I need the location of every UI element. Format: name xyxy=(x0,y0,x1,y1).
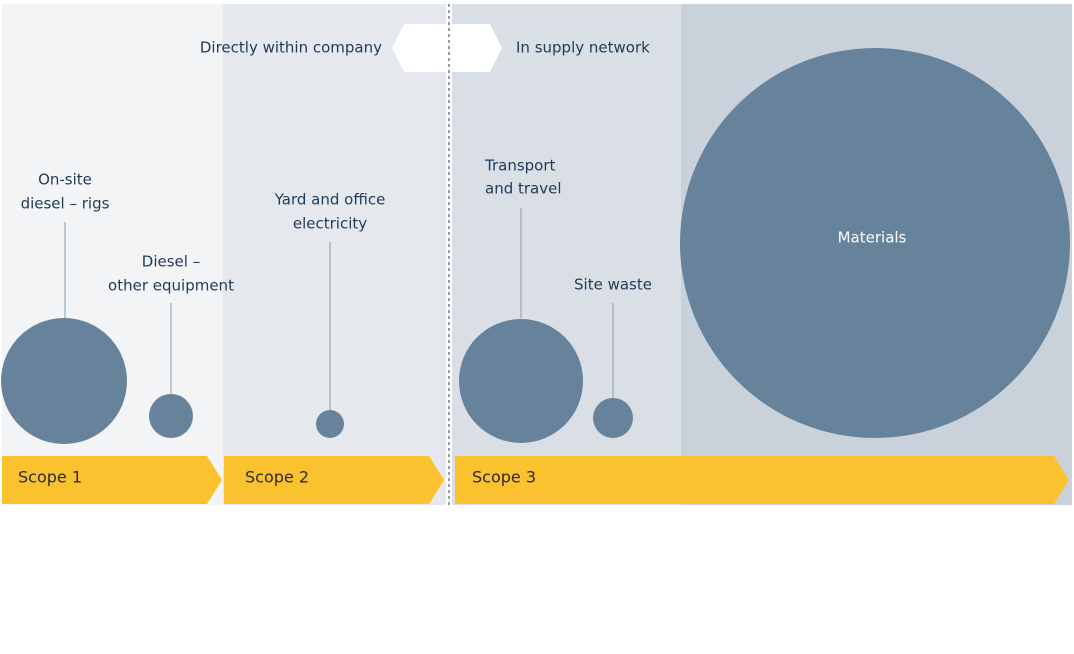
circle xyxy=(1,318,127,444)
node-label: Diesel – xyxy=(142,253,200,271)
node-label: Yard and office xyxy=(274,191,386,209)
circle xyxy=(593,398,633,438)
scope-bar xyxy=(455,456,1069,504)
arrow-right xyxy=(452,24,502,72)
scope-label: Scope 3 xyxy=(472,468,536,487)
node-label: Materials xyxy=(838,229,907,247)
node-label: diesel – rigs xyxy=(21,195,110,213)
node-label: Transport xyxy=(484,157,556,175)
boundary-label: Directly within company xyxy=(200,39,382,57)
scope-label: Scope 1 xyxy=(18,468,82,487)
circle xyxy=(149,394,193,438)
circle xyxy=(680,48,1070,438)
scope-bar xyxy=(224,456,444,504)
node-label: electricity xyxy=(293,215,367,233)
scope-bar xyxy=(2,456,222,504)
node-label: other equipment xyxy=(108,277,234,295)
node-label: Site waste xyxy=(574,276,652,294)
node-label: and travel xyxy=(485,180,562,198)
node-label: On-site xyxy=(38,171,92,189)
circle xyxy=(316,410,344,438)
boundary-label: In supply network xyxy=(516,39,650,57)
circle xyxy=(459,319,583,443)
arrow-left xyxy=(392,24,446,72)
scope-label: Scope 2 xyxy=(245,468,309,487)
